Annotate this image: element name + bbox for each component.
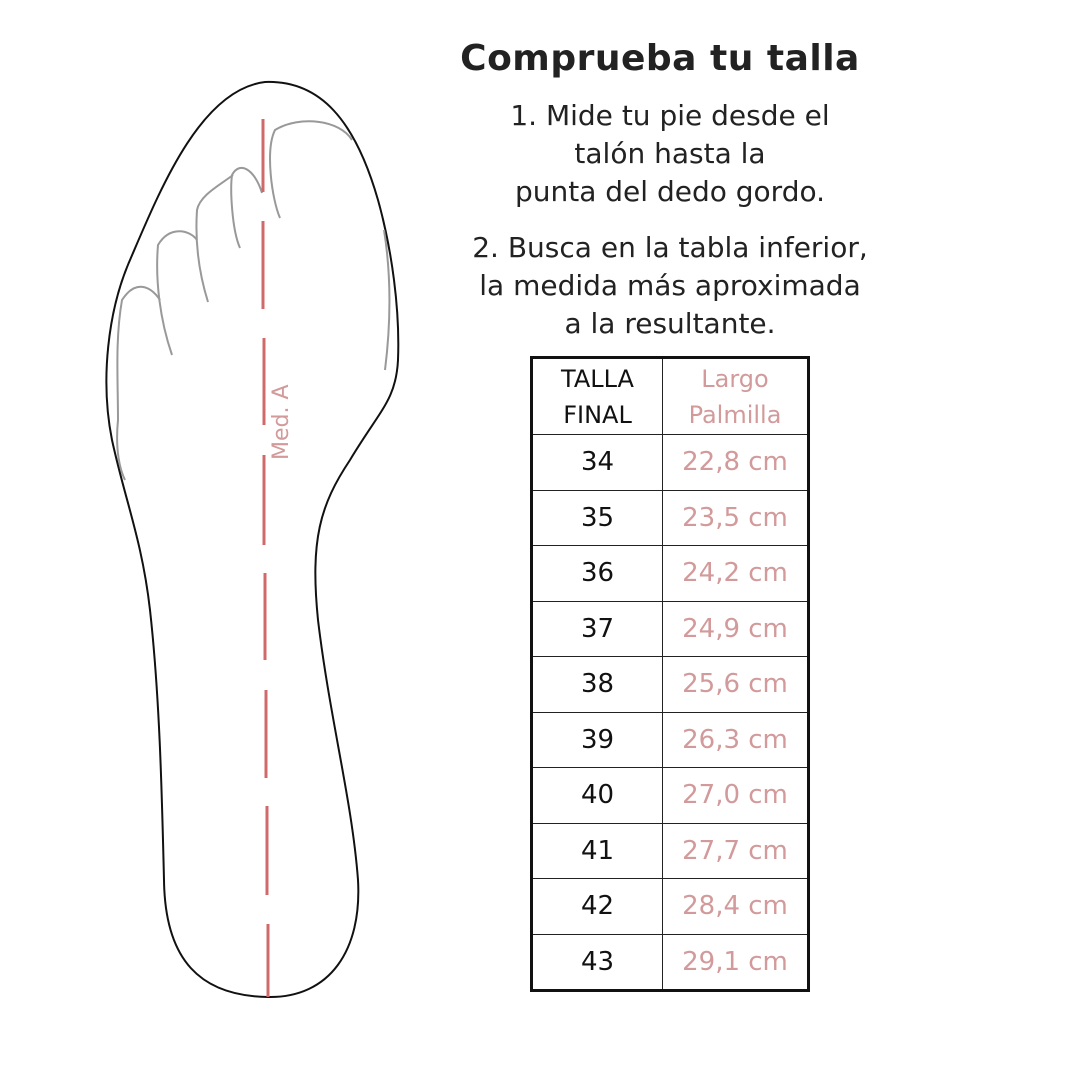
step-1-instructions: 1. Mide tu pie desde el talón hasta la p… xyxy=(470,97,870,211)
table-row: 37 24,9 cm xyxy=(531,600,809,657)
length-cell: 27,7 cm xyxy=(662,822,809,879)
length-cell: 24,2 cm xyxy=(662,545,809,602)
table-header-row: TALLA FINAL Largo Palmilla xyxy=(531,357,809,435)
table-row: 36 24,2 cm xyxy=(531,545,809,602)
header-line: Largo xyxy=(701,364,769,393)
size-cell: 42 xyxy=(531,878,663,935)
size-cell: 37 xyxy=(531,600,663,657)
step-line: punta del dedo gordo. xyxy=(514,175,826,208)
table-row: 39 26,3 cm xyxy=(531,711,809,768)
size-cell: 39 xyxy=(531,711,663,768)
size-cell: 43 xyxy=(531,933,663,991)
step-line: 1. Mide tu pie desde el xyxy=(510,99,830,132)
size-cell: 35 xyxy=(531,489,663,546)
measure-label: Med. A xyxy=(269,384,294,460)
length-cell: 25,6 cm xyxy=(662,656,809,713)
header-talla-final: TALLA FINAL xyxy=(531,357,663,435)
step-line: 2. Busca en la tabla inferior, xyxy=(472,231,868,264)
length-cell: 29,1 cm xyxy=(662,933,809,991)
size-cell: 34 xyxy=(531,434,663,491)
header-line: TALLA xyxy=(561,364,634,393)
table-row: 40 27,0 cm xyxy=(531,767,809,824)
measure-line xyxy=(261,119,270,997)
table-row: 42 28,4 cm xyxy=(531,878,809,935)
length-cell: 22,8 cm xyxy=(662,434,809,491)
header-largo-palmilla: Largo Palmilla xyxy=(662,357,809,435)
table-row: 38 25,6 cm xyxy=(531,656,809,713)
length-cell: 24,9 cm xyxy=(662,600,809,657)
table-row: 43 29,1 cm xyxy=(531,933,809,991)
table-row: 41 27,7 cm xyxy=(531,822,809,879)
size-cell: 41 xyxy=(531,822,663,879)
size-cell: 40 xyxy=(531,767,663,824)
table-row: 34 22,8 cm xyxy=(531,434,809,491)
header-line: Palmilla xyxy=(688,400,782,429)
header-line: FINAL xyxy=(563,400,632,429)
length-cell: 26,3 cm xyxy=(662,711,809,768)
step-line: talón hasta la xyxy=(574,137,766,170)
step-2-instructions: 2. Busca en la tabla inferior, la medida… xyxy=(440,229,900,343)
length-cell: 23,5 cm xyxy=(662,489,809,546)
foot-outline xyxy=(105,80,400,999)
foot-diagram: Med. A xyxy=(105,80,400,999)
page-title: Comprueba tu talla xyxy=(460,38,860,79)
toes-outline xyxy=(116,120,391,481)
length-cell: 28,4 cm xyxy=(662,878,809,935)
length-cell: 27,0 cm xyxy=(662,767,809,824)
size-cell: 36 xyxy=(531,545,663,602)
step-line: la medida más aproximada xyxy=(479,269,861,302)
size-cell: 38 xyxy=(531,656,663,713)
table-row: 35 23,5 cm xyxy=(531,489,809,546)
step-line: a la resultante. xyxy=(564,307,776,340)
size-table: TALLA FINAL Largo Palmilla 34 22,8 cm 35 23… xyxy=(530,356,810,992)
